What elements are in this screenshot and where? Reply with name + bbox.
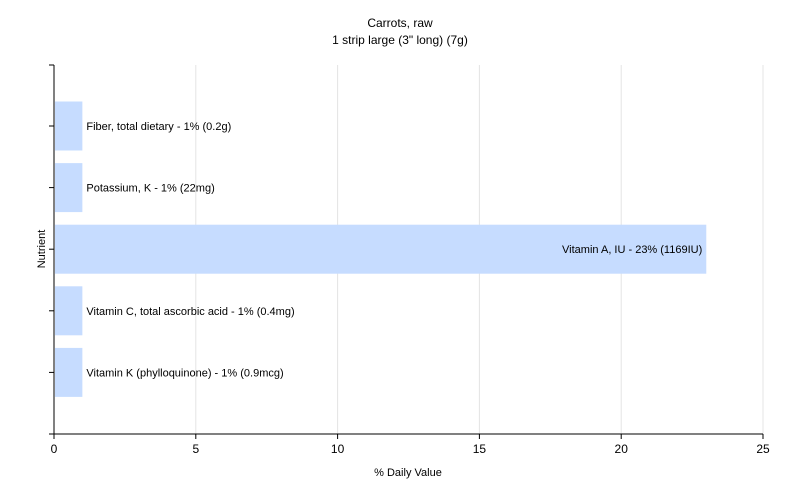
- y-axis-ticks: [49, 64, 54, 435]
- y-axis-title: Nutrient: [36, 230, 48, 269]
- bar-label: Vitamin A, IU - 23% (1169IU): [562, 244, 702, 256]
- x-tick-label: 25: [756, 442, 770, 456]
- x-tick-label: 20: [615, 442, 629, 456]
- bar-label: Fiber, total dietary - 1% (0.2g): [86, 121, 231, 133]
- x-tick-label: 15: [473, 442, 487, 456]
- bar-label: Vitamin K (phylloquinone) - 1% (0.9mcg): [86, 367, 283, 379]
- x-axis-title: % Daily Value: [374, 467, 442, 479]
- bars: [55, 101, 707, 397]
- chart-subtitle: 1 strip large (3" long) (7g): [332, 33, 468, 47]
- x-axis-ticks: 0 5 10 15 20 25: [51, 434, 770, 456]
- bar: [55, 101, 83, 151]
- x-tick-label: 5: [192, 442, 199, 456]
- bar: [55, 224, 707, 274]
- bar: [55, 163, 83, 213]
- bar-label: Potassium, K - 1% (22mg): [86, 183, 214, 195]
- bar: [55, 347, 83, 397]
- x-tick-label: 0: [51, 442, 58, 456]
- bar-labels: Fiber, total dietary - 1% (0.2g) Potassiu…: [86, 121, 702, 379]
- chart-title: Carrots, raw: [367, 16, 433, 30]
- x-tick-label: 10: [331, 442, 345, 456]
- bar-label: Vitamin C, total ascorbic acid - 1% (0.4…: [86, 306, 294, 318]
- bar: [55, 286, 83, 336]
